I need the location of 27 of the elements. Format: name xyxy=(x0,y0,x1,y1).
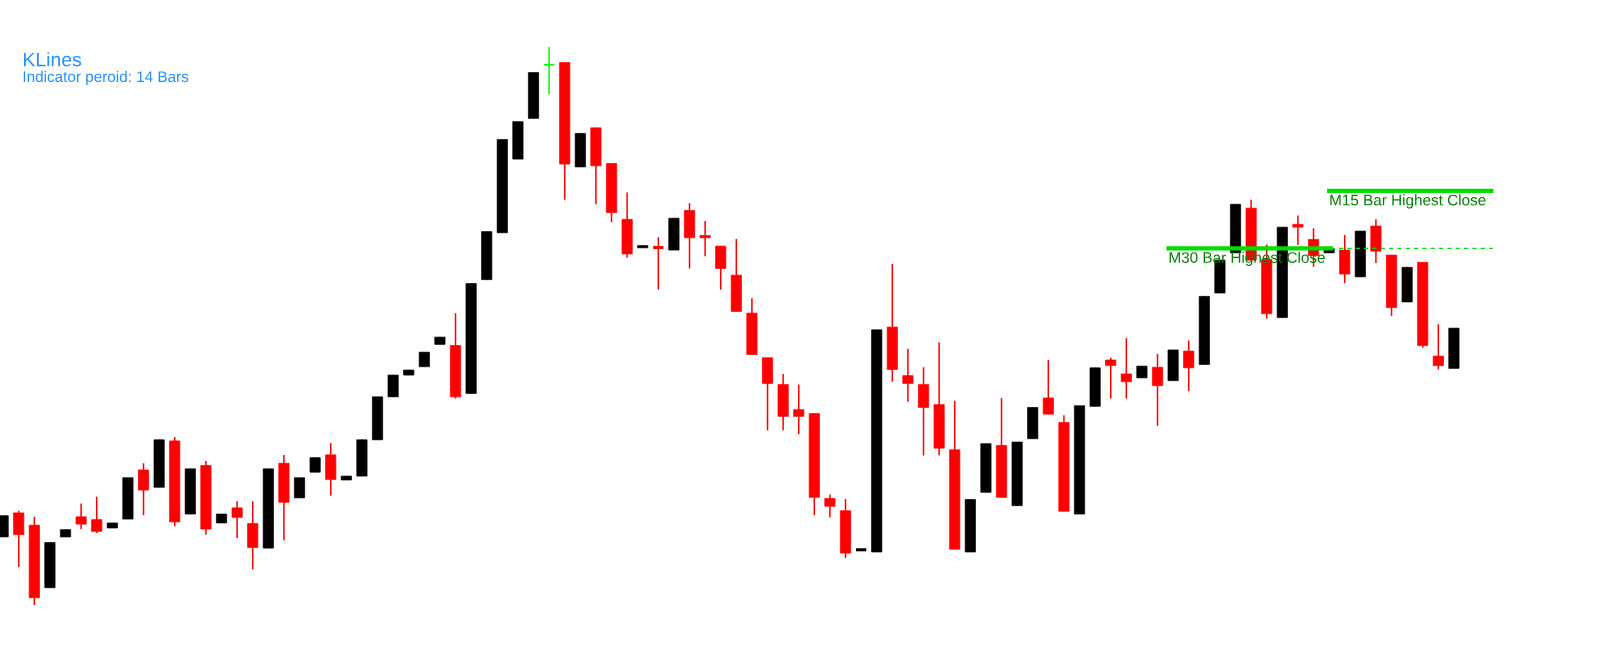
candlestick xyxy=(543,46,556,96)
candlestick xyxy=(13,509,25,568)
candlestick xyxy=(1120,337,1132,400)
candlestick xyxy=(138,462,150,516)
candlestick xyxy=(247,500,259,571)
chart-title: KLines xyxy=(23,52,82,67)
ref-line-label: M15 Bar Highest Close xyxy=(1330,194,1486,209)
candlestick xyxy=(918,366,930,457)
candlestick xyxy=(1183,339,1195,393)
text: Indicator peroid: 14 Bars xyxy=(23,70,189,86)
candlestick xyxy=(653,236,664,291)
candlestick xyxy=(902,348,914,403)
candlestick xyxy=(1042,359,1054,415)
candlestick xyxy=(793,383,805,435)
candlestick xyxy=(715,245,727,291)
candlestick xyxy=(1339,234,1351,284)
candlestick xyxy=(824,493,836,519)
candlestick xyxy=(699,220,711,257)
candlestick xyxy=(1292,214,1304,246)
candlestick xyxy=(387,374,399,398)
candlestick xyxy=(231,500,243,539)
candlestick xyxy=(294,476,306,499)
candlestick xyxy=(1105,357,1117,400)
candlestick xyxy=(91,495,103,534)
candlestick xyxy=(1432,323,1444,371)
candlestick xyxy=(75,502,87,530)
candlestick xyxy=(1152,353,1164,427)
